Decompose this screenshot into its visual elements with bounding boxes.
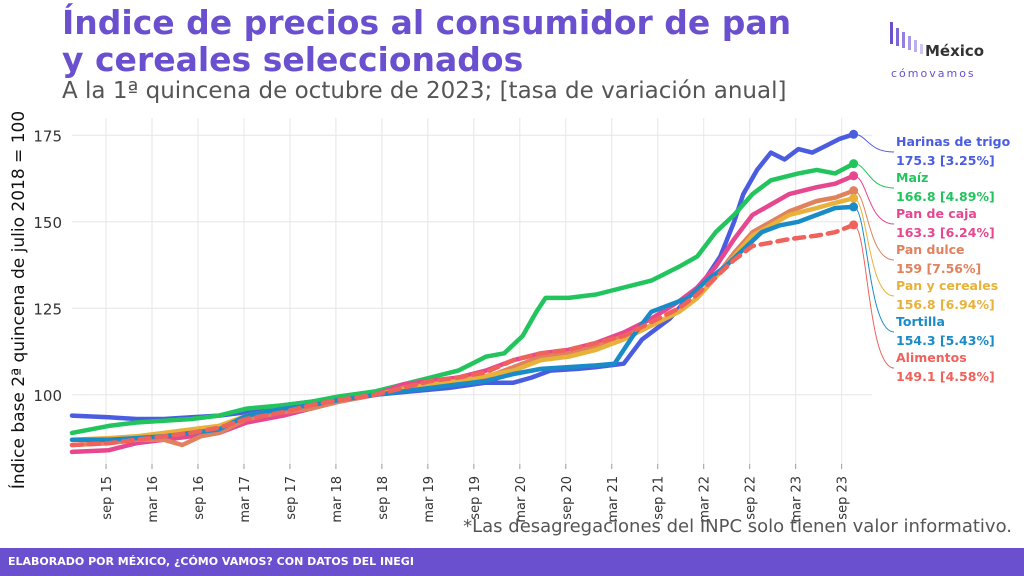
x-tick-label: mar 16 [146, 476, 161, 523]
label-leader-line [853, 133, 895, 153]
x-tick-label: sep 20 [560, 476, 575, 520]
chart-title: Índice de precios al consumidor de pan y… [62, 3, 792, 79]
footnote: *Las desagregaciones del INPC solo tiene… [463, 516, 1012, 537]
x-tick-label: sep 23 [836, 476, 851, 520]
x-tick-label: mar 17 [238, 476, 253, 523]
series-line [69, 188, 856, 448]
series-name-label: Harinas de trigo [896, 134, 1011, 149]
label-leader-line [853, 163, 895, 189]
series-line [69, 196, 856, 443]
series-value-label: 156.8 [6.94%] [896, 297, 995, 312]
line-chart: 100 125 150 175 sep 15 mar 16 sep 16 mar 17 sep … [7, 111, 1011, 523]
label-leader-line [853, 224, 895, 369]
x-tick-label: mar 21 [606, 476, 621, 523]
y-tick-label: 150 [33, 214, 62, 232]
series-name-label: Tortilla [896, 314, 945, 329]
series-name-label: Maíz [896, 170, 928, 185]
chart-axes: 100 125 150 175 sep 15 mar 16 sep 16 mar 17 sep … [33, 127, 850, 522]
series-name-label: Pan dulce [896, 242, 965, 257]
x-tick-label: sep 16 [192, 476, 207, 520]
series-name-label: Pan de caja [896, 206, 977, 221]
x-tick-label: mar 23 [790, 476, 805, 523]
y-tick-label: 100 [33, 387, 62, 405]
x-tick-label: mar 19 [422, 476, 437, 523]
logo-bars-icon [890, 22, 923, 54]
chart-grid [72, 118, 872, 464]
label-leader-line [853, 197, 895, 297]
x-tick-label: sep 19 [468, 476, 483, 520]
series-value-label: 159 [7.56%] [896, 261, 981, 276]
logo-text-mexico: México [925, 42, 985, 60]
label-leader-line [853, 190, 895, 261]
logo-text-comovamos: cómovamos [891, 67, 976, 80]
y-tick-label: 175 [33, 127, 62, 145]
x-tick-label: sep 22 [744, 476, 759, 520]
y-tick-label: 125 [33, 300, 62, 318]
series-line [69, 161, 856, 436]
footer-bar: ELABORADO POR MÉXICO, ¿CÓMO VAMOS? CON D… [0, 548, 1024, 576]
series-value-label: 175.3 [3.25%] [896, 153, 995, 168]
footer-credit: ELABORADO POR MÉXICO, ¿CÓMO VAMOS? CON D… [8, 555, 414, 568]
chart-subtitle: A la 1ª quincena de octubre de 2023; [ta… [62, 78, 787, 104]
series-value-label: 163.3 [6.24%] [896, 225, 995, 240]
series-value-label: 154.3 [5.43%] [896, 333, 995, 348]
x-tick-label: mar 22 [698, 476, 713, 523]
series-line [69, 222, 856, 448]
x-tick-label: sep 15 [100, 476, 115, 520]
series-line [69, 204, 856, 443]
series-name-label: Alimentos [896, 350, 967, 365]
label-leader-line [853, 206, 895, 333]
mexico-como-vamos-logo: México cómovamos [888, 22, 1008, 84]
series-value-label: 166.8 [4.89%] [896, 189, 995, 204]
series-line [69, 132, 856, 422]
x-tick-label: sep 21 [652, 476, 667, 520]
label-leader-line [853, 175, 895, 225]
x-tick-label: mar 18 [330, 476, 345, 523]
y-axis-label: Índice base 2ª quincena de julio 2018 = … [7, 111, 29, 489]
series-name-label: Pan y cereales [896, 278, 998, 293]
series-value-label: 149.1 [4.58%] [896, 369, 995, 384]
series-labels: Harinas de trigo 175.3 [3.25%] Maíz 166.8 [… [853, 133, 1011, 384]
chart-series [69, 129, 859, 455]
x-tick-label: sep 18 [376, 476, 391, 520]
x-tick-label: sep 17 [284, 476, 299, 520]
x-tick-label: mar 20 [514, 476, 529, 523]
